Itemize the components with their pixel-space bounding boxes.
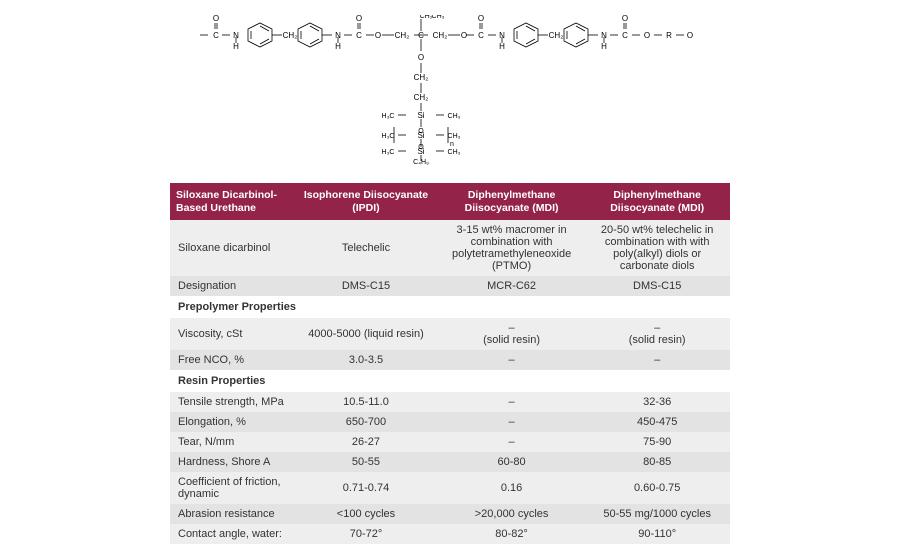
row-value: – bbox=[439, 392, 585, 412]
row-value: 0.71-0.74 bbox=[293, 472, 439, 504]
svg-text:C: C bbox=[356, 31, 362, 40]
svg-text:O: O bbox=[478, 15, 484, 23]
row-value: 0.60-0.75 bbox=[584, 472, 730, 504]
svg-text:n: n bbox=[450, 141, 454, 148]
col-header-3: Diphenylmethane Diisocyanate (MDI) bbox=[584, 183, 730, 220]
table-header: Siloxane Dicarbinol-Based Urethane Isoph… bbox=[170, 183, 730, 220]
row-value: 80-85 bbox=[584, 452, 730, 472]
row-label: Coefficient of friction, dynamic bbox=[170, 472, 293, 504]
row-value: 0.16 bbox=[439, 472, 585, 504]
row-value: Telechelic bbox=[293, 220, 439, 276]
svg-text:C₄H₉: C₄H₉ bbox=[413, 159, 429, 165]
row-value: MCR-C62 bbox=[439, 276, 585, 296]
svg-text:N: N bbox=[233, 31, 239, 40]
svg-text:H₃C: H₃C bbox=[382, 149, 395, 156]
row-value: 60-80 bbox=[439, 452, 585, 472]
row-value: – bbox=[439, 432, 585, 452]
row-value: – bbox=[439, 412, 585, 432]
row-value: 3-15 wt% macromer in combination with po… bbox=[439, 220, 585, 276]
row-value: 10.5-11.0 bbox=[293, 392, 439, 412]
row-label: Hardness, Shore A bbox=[170, 452, 293, 472]
row-value: <100 cycles bbox=[293, 504, 439, 524]
svg-text:H₃C: H₃C bbox=[382, 113, 395, 120]
svg-text:C: C bbox=[622, 31, 628, 40]
svg-text:O: O bbox=[622, 15, 628, 23]
col-header-2: Diphenylmethane Diisocyanate (MDI) bbox=[439, 183, 585, 220]
svg-text:CH₃: CH₃ bbox=[448, 113, 461, 120]
svg-text:C: C bbox=[478, 31, 484, 40]
row-value: 75-90 bbox=[584, 432, 730, 452]
svg-text:O: O bbox=[644, 31, 650, 40]
row-label: Designation bbox=[170, 276, 293, 296]
svg-text:O: O bbox=[687, 31, 693, 40]
svg-text:CH₂: CH₂ bbox=[549, 31, 564, 40]
row-label: Tear, N/mm bbox=[170, 432, 293, 452]
row-value: – bbox=[439, 350, 585, 370]
row-value: DMS-C15 bbox=[584, 276, 730, 296]
col-header-1: Isophorene Diisocyanate (IPDI) bbox=[293, 183, 439, 220]
row-value: 70-72° bbox=[293, 524, 439, 544]
svg-text:Si: Si bbox=[417, 131, 424, 140]
row-value: >20,000 cycles bbox=[439, 504, 585, 524]
svg-text:C: C bbox=[213, 31, 219, 40]
row-value: 50-55 mg/1000 cycles bbox=[584, 504, 730, 524]
row-label: Contact angle, water: bbox=[170, 524, 293, 544]
svg-text:H: H bbox=[233, 42, 239, 51]
svg-text:O: O bbox=[418, 53, 424, 62]
table-body: Siloxane dicarbinolTelechelic3-15 wt% ma… bbox=[170, 220, 730, 544]
svg-text:CH₃: CH₃ bbox=[448, 133, 461, 140]
row-value: 650-700 bbox=[293, 412, 439, 432]
row-value: 80-82° bbox=[439, 524, 585, 544]
row-value: 50-55 bbox=[293, 452, 439, 472]
svg-text:H: H bbox=[601, 42, 607, 51]
row-value: – bbox=[584, 350, 730, 370]
col-header-0: Siloxane Dicarbinol-Based Urethane bbox=[170, 183, 293, 220]
svg-text:CH₂: CH₂ bbox=[283, 31, 298, 40]
svg-text:CH₂: CH₂ bbox=[414, 93, 429, 102]
svg-text:CH₃: CH₃ bbox=[448, 149, 461, 156]
row-value: 4000-5000 (liquid resin) bbox=[293, 318, 439, 350]
svg-text:CH₂: CH₂ bbox=[433, 31, 448, 40]
svg-text:CH₂: CH₂ bbox=[395, 31, 410, 40]
structure-svg: OC NH CH₂ NH CO OCH₂ CCH₂CH₃ CH₂O CO NH … bbox=[170, 15, 730, 165]
svg-text:O: O bbox=[213, 15, 219, 23]
row-value: 90-110° bbox=[584, 524, 730, 544]
row-label: Siloxane dicarbinol bbox=[170, 220, 293, 276]
row-value: DMS-C15 bbox=[293, 276, 439, 296]
row-value: 3.0-3.5 bbox=[293, 350, 439, 370]
svg-text:Si: Si bbox=[417, 111, 424, 120]
row-value: 20-50 wt% telechelic in combination with… bbox=[584, 220, 730, 276]
row-label: Elongation, % bbox=[170, 412, 293, 432]
svg-text:N: N bbox=[335, 31, 341, 40]
row-label: Tensile strength, MPa bbox=[170, 392, 293, 412]
svg-text:O: O bbox=[375, 31, 381, 40]
svg-text:R: R bbox=[666, 31, 672, 40]
svg-text:O: O bbox=[356, 15, 362, 23]
row-value: –(solid resin) bbox=[584, 318, 730, 350]
row-value: –(solid resin) bbox=[439, 318, 585, 350]
svg-text:H: H bbox=[499, 42, 505, 51]
svg-text:N: N bbox=[601, 31, 607, 40]
svg-text:C: C bbox=[418, 31, 424, 40]
svg-text:CH₂: CH₂ bbox=[414, 73, 429, 82]
row-label: Viscosity, cSt bbox=[170, 318, 293, 350]
row-value: 26-27 bbox=[293, 432, 439, 452]
row-value: 32-36 bbox=[584, 392, 730, 412]
section-header: Resin Properties bbox=[170, 370, 730, 392]
svg-text:O: O bbox=[461, 31, 467, 40]
svg-text:N: N bbox=[499, 31, 505, 40]
row-label: Abrasion resistance bbox=[170, 504, 293, 524]
properties-table: Siloxane Dicarbinol-Based Urethane Isoph… bbox=[170, 183, 730, 544]
row-label: Free NCO, % bbox=[170, 350, 293, 370]
svg-text:H: H bbox=[335, 42, 341, 51]
chemical-structure: OC NH CH₂ NH CO OCH₂ CCH₂CH₃ CH₂O CO NH … bbox=[10, 15, 890, 168]
row-value: 450-475 bbox=[584, 412, 730, 432]
svg-text:CH₃: CH₃ bbox=[432, 15, 445, 20]
section-header: Prepolymer Properties bbox=[170, 296, 730, 318]
svg-text:H₃C: H₃C bbox=[382, 133, 395, 140]
svg-text:Si: Si bbox=[417, 147, 424, 156]
